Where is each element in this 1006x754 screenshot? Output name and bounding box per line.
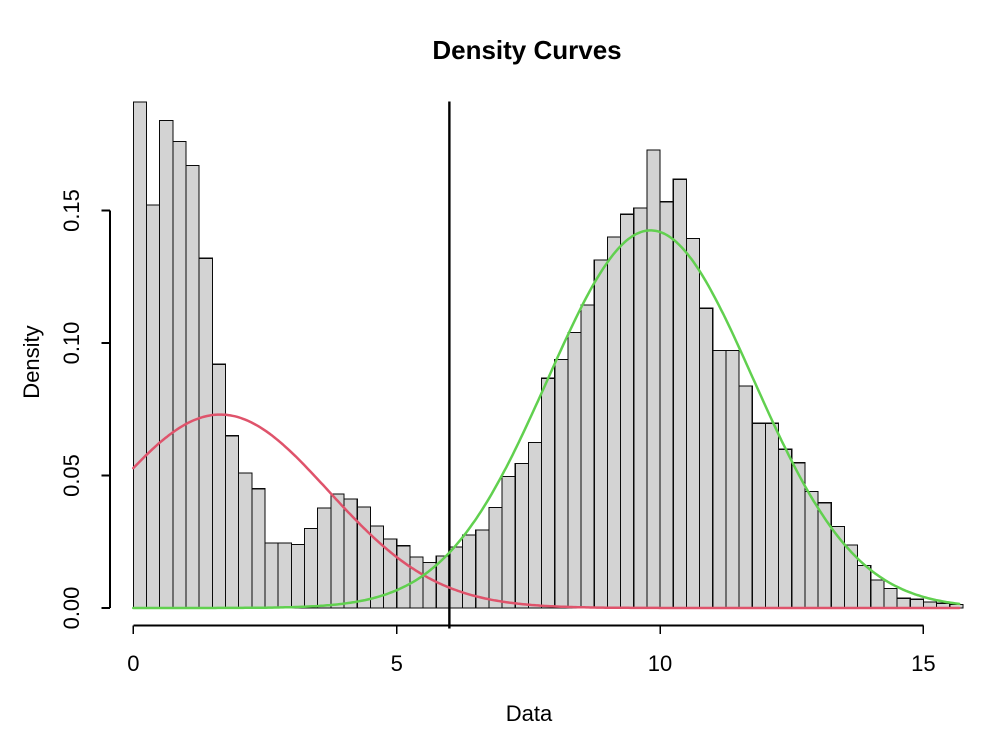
histogram-bar <box>488 507 503 609</box>
y-tick-label: 0.10 <box>59 322 84 365</box>
histogram-bar <box>843 544 859 609</box>
histogram-bar <box>514 462 529 609</box>
histogram-bar <box>896 597 911 609</box>
histogram-bar <box>198 257 213 609</box>
histogram-bar <box>527 441 543 609</box>
histogram-bar <box>277 542 292 609</box>
histogram-bar <box>185 164 200 609</box>
histogram-bar <box>290 543 306 609</box>
y-tick-label: 0.05 <box>59 454 84 497</box>
histogram-bar <box>804 491 819 609</box>
density-curve-green <box>132 229 961 610</box>
histogram-bar <box>659 201 674 609</box>
density-curves-group <box>132 229 961 610</box>
x-axis-label: Data <box>506 701 553 726</box>
histogram-bar <box>633 207 648 609</box>
histogram-bar <box>396 545 411 609</box>
histogram-bar <box>501 476 516 609</box>
histogram-bar <box>712 350 727 609</box>
histogram-bar <box>619 213 635 609</box>
histogram-bar <box>251 488 266 609</box>
x-axis: 0 5 10 15 <box>127 624 936 676</box>
histogram-bar <box>698 307 714 609</box>
histogram-bar <box>211 363 227 609</box>
histogram-bar <box>606 236 622 609</box>
histogram-bar <box>646 149 661 609</box>
histogram-bar <box>461 534 477 609</box>
histogram-bar <box>132 101 148 609</box>
histogram-bar <box>264 542 279 609</box>
histogram-bar <box>540 377 556 609</box>
histogram-bar <box>303 527 319 609</box>
histogram-bar <box>172 141 187 609</box>
histogram-bar <box>554 358 569 609</box>
histogram-bar <box>751 422 766 609</box>
x-tick-label: 10 <box>648 651 672 676</box>
histogram-bar <box>883 587 898 609</box>
histogram-bar <box>685 237 701 609</box>
histogram-bar <box>857 565 872 609</box>
density-curve-red <box>132 413 961 610</box>
histogram-bar <box>909 598 924 609</box>
histogram-bar <box>870 579 885 609</box>
histogram-bars <box>132 101 964 609</box>
x-tick-label: 0 <box>127 651 139 676</box>
histogram-bar <box>593 259 608 609</box>
histogram-bar <box>145 204 161 609</box>
x-tick-label: 15 <box>911 651 935 676</box>
histogram-bar <box>672 178 687 609</box>
chart-title: Density Curves <box>432 35 621 65</box>
y-axis: 0.00 0.05 0.10 0.15 <box>59 189 111 630</box>
histogram-bar <box>738 385 753 609</box>
histogram-bar <box>778 448 793 609</box>
histogram-bar <box>448 546 464 609</box>
histogram-bar <box>159 119 174 609</box>
y-tick-label: 0.00 <box>59 587 84 630</box>
histogram-bar <box>580 304 595 609</box>
y-tick-label: 0.15 <box>59 189 84 232</box>
histogram-bar <box>224 435 240 609</box>
x-tick-label: 5 <box>391 651 403 676</box>
histogram-bar <box>567 331 582 609</box>
histogram-bar <box>238 472 253 609</box>
histogram-bar <box>317 507 332 609</box>
histogram-bar <box>330 493 345 609</box>
histogram-bar <box>725 350 740 609</box>
histogram-bar <box>764 422 780 609</box>
histogram-bar <box>830 526 845 609</box>
y-axis-label: Density <box>19 325 44 398</box>
